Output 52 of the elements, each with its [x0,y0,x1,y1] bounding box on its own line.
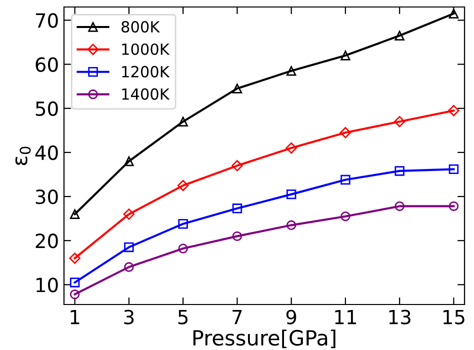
x-tick-label: 13 [389,310,410,324]
point [340,174,350,185]
point [394,166,404,176]
point [394,201,404,212]
point [232,84,242,94]
point [178,244,188,254]
x-tick-label: 7 [232,310,242,324]
x-tick-label: 9 [286,310,296,324]
point [123,208,135,220]
y-tick-label: 50 [36,101,58,116]
y-tick-label: 20 [36,234,58,248]
x-axis-title: Pressure[GPa] [193,330,336,348]
point [69,252,80,264]
y-tick-label: 60 [36,57,58,72]
point [70,290,80,300]
point [286,142,297,154]
point [124,242,134,252]
x-tick-label: 1 [70,310,80,324]
point [340,127,352,138]
y-tick-label: 10 [36,278,58,292]
point [70,209,80,220]
point [340,50,350,60]
legend-label: 1200K [122,66,170,78]
point [178,218,188,229]
point [340,211,350,222]
y-axis-title: ε$_{0}$ [15,146,31,166]
point [232,231,242,242]
point [70,278,80,288]
point [448,164,459,174]
y-tick-label: 30 [36,189,58,204]
legend-label: 1000K [122,43,170,55]
x-tick-label: 5 [178,310,188,324]
point [286,220,296,230]
point [124,262,134,272]
point [448,104,460,116]
point [394,30,404,41]
y-tick-label: 70 [36,13,58,28]
legend-label: 1400K [122,88,170,100]
x-tick-label: 3 [124,310,134,324]
point [178,116,188,126]
legend-label: 800K [122,21,160,33]
x-tick-label: 11 [335,310,356,324]
point [177,180,189,192]
point [124,156,134,166]
point [232,204,242,214]
point [286,66,296,76]
point [394,116,406,128]
y-tick-label: 40 [35,145,58,160]
point [448,201,459,212]
point [286,189,296,200]
point [232,160,243,172]
x-tick-label: 15 [443,310,464,324]
